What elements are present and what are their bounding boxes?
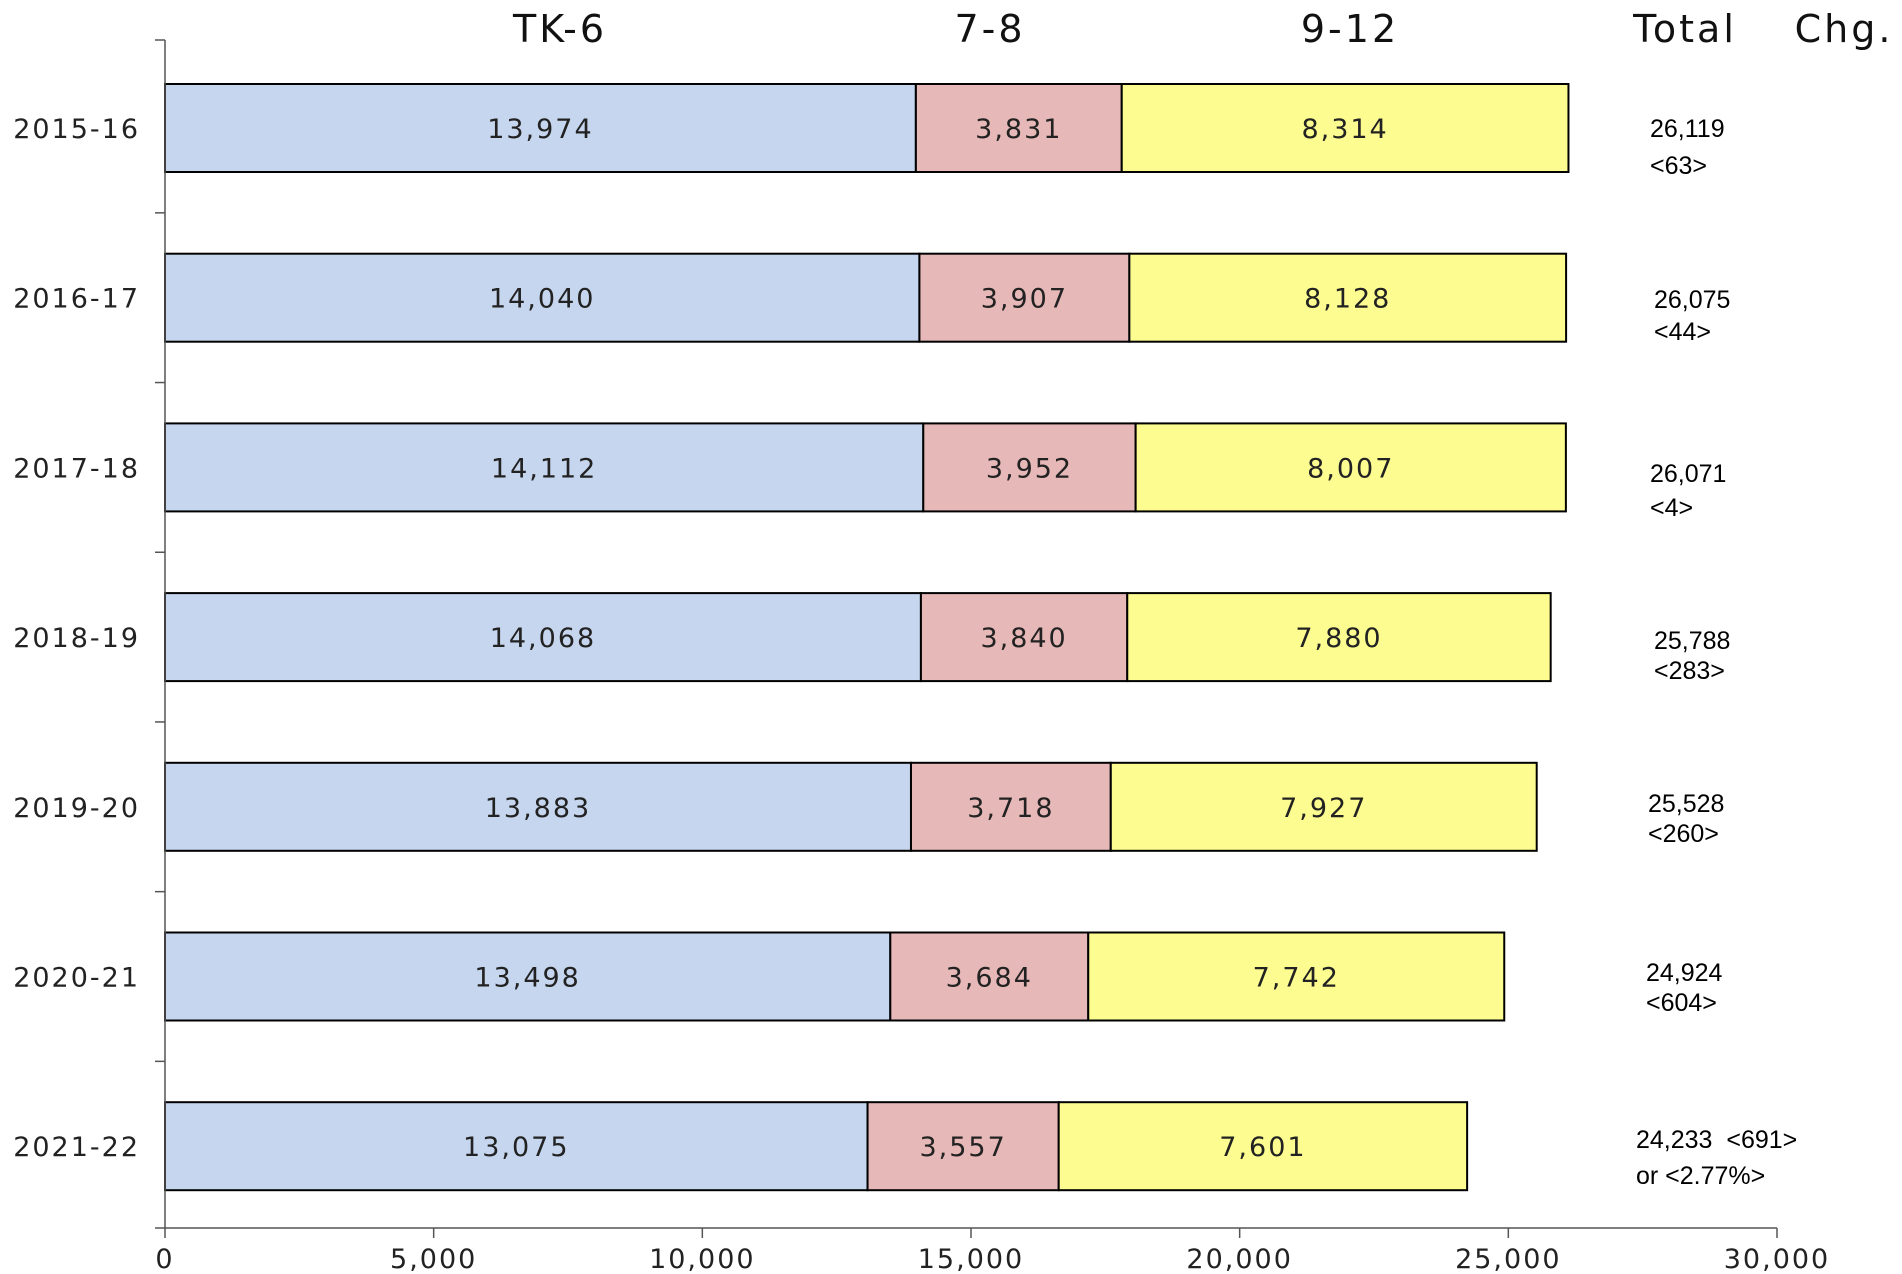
bar-TK-6-2018-19 <box>164 592 922 683</box>
bar-9-12-2015-16 <box>1120 83 1570 173</box>
bar-7-8-2015-16 <box>914 83 1123 173</box>
category-label-2020-21: 2020-21 <box>13 963 140 994</box>
bar-label-7-8-2019-20: 3,718 <box>967 793 1054 824</box>
x-tick-label-15000: 15,000 <box>918 1244 1024 1274</box>
total-value-2017-18: 26,071 <box>1650 460 1726 488</box>
bar-7-8-2016-17 <box>918 252 1131 343</box>
bar-label-9-12-2017-18: 8,007 <box>1307 453 1394 484</box>
bar-label-7-8-2020-21: 3,684 <box>946 963 1033 994</box>
bar-label-7-8-2021-22: 3,557 <box>919 1132 1006 1163</box>
bar-label-TK-6-2020-21: 13,498 <box>474 963 580 994</box>
bar-label-9-12-2015-16: 8,314 <box>1301 114 1388 145</box>
change-value-2016-17: <44> <box>1654 318 1711 346</box>
bar-label-TK-6-2015-16: 13,974 <box>487 114 593 145</box>
total-value-2015-16: 26,119 <box>1650 115 1725 143</box>
bar-7-8-2019-20 <box>909 761 1112 852</box>
change-value-2018-19: <283> <box>1654 657 1725 685</box>
bar-label-TK-6-2019-20: 13,883 <box>485 793 591 824</box>
series-header-9-12: 9-12 <box>1301 7 1399 51</box>
bar-TK-6-2016-17 <box>164 252 921 343</box>
bar-9-12-2017-18 <box>1134 422 1567 513</box>
bar-9-12-2021-22 <box>1057 1101 1469 1192</box>
bar-9-12-2020-21 <box>1087 931 1506 1022</box>
bar-label-9-12-2020-21: 7,742 <box>1253 963 1340 994</box>
bar-TK-6-2021-22 <box>164 1101 869 1192</box>
category-label-2021-22: 2021-22 <box>13 1132 140 1163</box>
series-header-TK-6: TK-6 <box>512 7 607 51</box>
category-label-2018-19: 2018-19 <box>13 623 140 654</box>
x-tick-label-5000: 5,000 <box>390 1244 477 1274</box>
change-value-2021-22: or <2.77%> <box>1636 1162 1765 1190</box>
category-label-2019-20: 2019-20 <box>13 793 140 824</box>
totals-group: 26,119 <63> 26,075 <44> 26,071 <4> 25,788<283>… <box>1636 115 1797 1190</box>
bar-label-TK-6-2016-17: 14,040 <box>489 284 595 315</box>
category-label-2016-17: 2016-17 <box>13 284 140 315</box>
x-tick-label-0: 0 <box>155 1244 174 1274</box>
total-value-2021-22: 24,233 <691> <box>1636 1126 1797 1154</box>
change-header: Chg. <box>1795 7 1894 51</box>
bar-label-9-12-2021-22: 7,601 <box>1219 1132 1306 1163</box>
total-value-2018-19: 25,788 <box>1654 627 1730 655</box>
series-header-7-8: 7-8 <box>954 7 1025 51</box>
x-tick-label-10000: 10,000 <box>649 1244 755 1274</box>
bar-label-9-12-2016-17: 8,128 <box>1304 284 1391 315</box>
bar-label-9-12-2019-20: 7,927 <box>1280 793 1367 824</box>
category-label-2015-16: 2015-16 <box>13 114 140 145</box>
total-value-2016-17: 26,075 <box>1654 286 1730 314</box>
total-value-2019-20: 25,528 <box>1648 790 1724 818</box>
bar-7-8-2020-21 <box>889 931 1090 1022</box>
bar-label-9-12-2018-19: 7,880 <box>1295 623 1382 654</box>
category-label-2017-18: 2017-18 <box>13 453 140 484</box>
x-tick-label-20000: 20,000 <box>1186 1244 1292 1274</box>
column-headers: TK-6 7-8 9-12 Total Chg. <box>512 7 1894 51</box>
bar-TK-6-2017-18 <box>164 422 925 513</box>
total-header: Total <box>1632 7 1737 51</box>
bar-9-12-2018-19 <box>1126 592 1552 683</box>
bar-TK-6-2015-16 <box>164 83 917 173</box>
bar-label-TK-6-2021-22: 13,075 <box>463 1132 569 1163</box>
bar-label-7-8-2017-18: 3,952 <box>986 453 1073 484</box>
bar-label-7-8-2015-16: 3,831 <box>975 114 1062 145</box>
bar-TK-6-2019-20 <box>164 761 912 852</box>
change-value-2020-21: <604> <box>1646 989 1717 1017</box>
bar-7-8-2017-18 <box>922 422 1137 513</box>
change-value-2017-18: <4> <box>1650 494 1693 522</box>
x-tick-label-30000: 30,000 <box>1724 1244 1830 1274</box>
axes-group: 0 5,000 10,000 15,000 20,000 25,000 30,000 <box>155 39 1830 1274</box>
bar-label-TK-6-2017-18: 14,112 <box>491 453 597 484</box>
bar-9-12-2019-20 <box>1109 761 1538 852</box>
change-value-2015-16: <63> <box>1650 152 1707 180</box>
change-value-2019-20: <260> <box>1648 820 1719 848</box>
bars-group: 13,974 3,831 8,314 2015-16 14,040 3,907 8,128 2… <box>13 83 1570 1192</box>
bar-label-TK-6-2018-19: 14,068 <box>490 623 596 654</box>
bar-9-12-2016-17 <box>1128 252 1568 343</box>
bar-label-7-8-2016-17: 3,907 <box>981 284 1068 315</box>
bar-7-8-2021-22 <box>866 1101 1060 1192</box>
bar-label-7-8-2018-19: 3,840 <box>980 623 1067 654</box>
total-value-2020-21: 24,924 <box>1646 959 1723 987</box>
x-tick-label-25000: 25,000 <box>1455 1244 1561 1274</box>
